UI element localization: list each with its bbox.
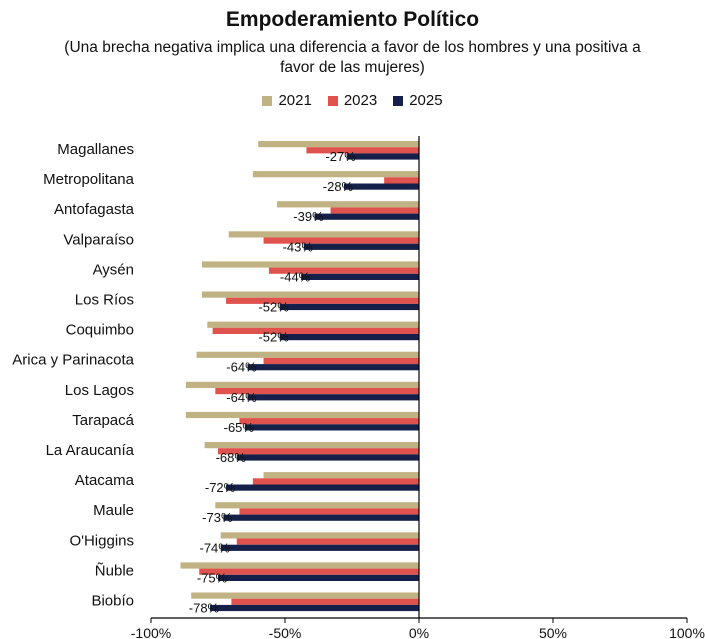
- bar-2023-atacama: [253, 478, 419, 484]
- bar-2025-antofagasta: [314, 214, 419, 220]
- bar-2023-coquimbo: [213, 328, 419, 334]
- value-label: -64%: [226, 390, 257, 405]
- bar-2023-magallanes: [306, 147, 419, 153]
- category-label: Coquimbo: [66, 322, 134, 339]
- bar-2021-o-higgins: [221, 532, 419, 538]
- bar-2025-atacama: [226, 485, 419, 491]
- value-label: -68%: [216, 450, 247, 465]
- value-label: -27%: [325, 149, 356, 164]
- bar-2021-biobío: [191, 593, 419, 599]
- bar-2023-la-araucanía: [218, 448, 419, 454]
- category-label: Atacama: [75, 472, 135, 489]
- bar-2025-metropolitana: [344, 184, 419, 190]
- category-label: Los Lagos: [65, 382, 134, 399]
- value-label: -65%: [224, 420, 255, 435]
- bar-2025-la-araucanía: [237, 454, 419, 460]
- bar-2025-biobío: [210, 605, 419, 611]
- value-label: -72%: [205, 480, 236, 495]
- bar-2021-antofagasta: [277, 201, 419, 207]
- bar-2025-o-higgins: [221, 545, 419, 551]
- bar-2023-biobío: [231, 599, 419, 605]
- bar-2021-arica-y-parinacota: [197, 352, 419, 358]
- bar-2023-arica-y-parinacota: [264, 358, 419, 364]
- category-label: Maule: [93, 502, 134, 519]
- value-label: -44%: [280, 269, 311, 284]
- bar-2025-arica-y-parinacota: [247, 364, 419, 370]
- bar-2021-la-araucanía: [205, 442, 419, 448]
- value-label: -52%: [258, 300, 289, 315]
- bar-2025-coquimbo: [280, 334, 419, 340]
- category-label: Biobío: [91, 593, 134, 610]
- bar-2021-atacama: [264, 472, 419, 478]
- category-label: Valparaíso: [63, 231, 134, 248]
- value-label: -52%: [258, 330, 289, 345]
- category-label: Antofagasta: [54, 201, 135, 218]
- category-label: Los Ríos: [75, 292, 134, 309]
- bar-2021-aysén: [202, 261, 419, 267]
- bar-2021-los-lagos: [186, 382, 419, 388]
- value-label: -75%: [197, 570, 228, 585]
- x-tick-label: 0%: [409, 625, 429, 639]
- x-tick-label: 100%: [669, 625, 705, 639]
- category-label: Metropolitana: [43, 171, 135, 188]
- value-label: -73%: [202, 510, 233, 525]
- bar-2021-tarapacá: [186, 412, 419, 418]
- bar-2025-ñuble: [218, 575, 419, 581]
- bar-2021-valparaíso: [229, 231, 419, 237]
- bar-2023-metropolitana: [384, 177, 419, 183]
- value-label: -74%: [200, 540, 231, 555]
- bar-2021-maule: [215, 502, 419, 508]
- bar-2025-los-lagos: [247, 394, 419, 400]
- category-label: Aysén: [93, 261, 134, 278]
- category-label: Tarapacá: [72, 412, 134, 429]
- bar-2021-metropolitana: [253, 171, 419, 177]
- x-tick-label: -100%: [131, 625, 171, 639]
- bar-2025-valparaíso: [304, 244, 419, 250]
- bar-2023-ñuble: [199, 569, 419, 575]
- bar-2023-o-higgins: [237, 539, 419, 545]
- bar-2023-tarapacá: [239, 418, 419, 424]
- value-label: -28%: [323, 179, 354, 194]
- value-label: -39%: [293, 209, 324, 224]
- category-label: Ñuble: [95, 562, 134, 579]
- bar-2025-los-ríos: [280, 304, 419, 310]
- bar-2025-magallanes: [347, 153, 419, 159]
- x-tick-label: -50%: [269, 625, 302, 639]
- category-label: La Araucanía: [46, 442, 135, 459]
- category-label: O'Higgins: [69, 532, 134, 549]
- bar-2021-ñuble: [180, 562, 419, 568]
- category-label: Arica y Parinacota: [12, 352, 134, 369]
- value-label: -64%: [226, 360, 257, 375]
- value-label: -78%: [189, 601, 220, 616]
- bar-2021-los-ríos: [202, 292, 419, 298]
- bar-2025-aysén: [301, 274, 419, 280]
- x-tick-label: 50%: [539, 625, 567, 639]
- bar-2021-coquimbo: [207, 322, 419, 328]
- bar-2021-magallanes: [258, 141, 419, 147]
- bar-2023-maule: [239, 508, 419, 514]
- category-label: Magallanes: [57, 141, 134, 158]
- bar-2023-antofagasta: [331, 207, 419, 213]
- bar-2025-tarapacá: [245, 424, 419, 430]
- bar-2025-maule: [223, 515, 419, 521]
- bar-2023-los-ríos: [226, 298, 419, 304]
- value-label: -43%: [283, 239, 314, 254]
